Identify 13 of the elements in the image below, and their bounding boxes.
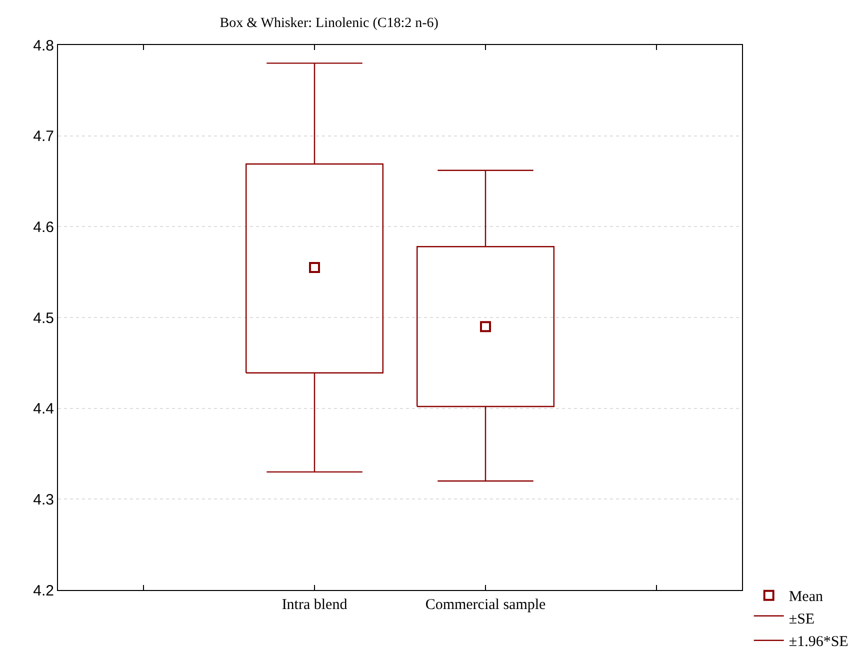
text: Mean [788,589,824,606]
y-tick-label: 4.3 [33,491,54,508]
chart-title: Box & Whisker: Linolenic (C18:2 n-6) [220,16,439,31]
x-tick-label: Commercial sample [425,597,546,613]
y-tick-label: 4.6 [33,218,54,236]
text: ±1.96*SE [788,634,848,650]
y-tick-label: 4.2 [33,582,54,600]
text: ±SE [788,612,815,628]
y-tick-label: 4.4 [33,400,54,418]
y-tick-label: 4.7 [33,128,54,146]
y-tick-label: 4.5 [33,310,54,327]
x-tick-label: Intra blend [282,597,348,613]
y-tick-label: 4.8 [33,37,54,54]
